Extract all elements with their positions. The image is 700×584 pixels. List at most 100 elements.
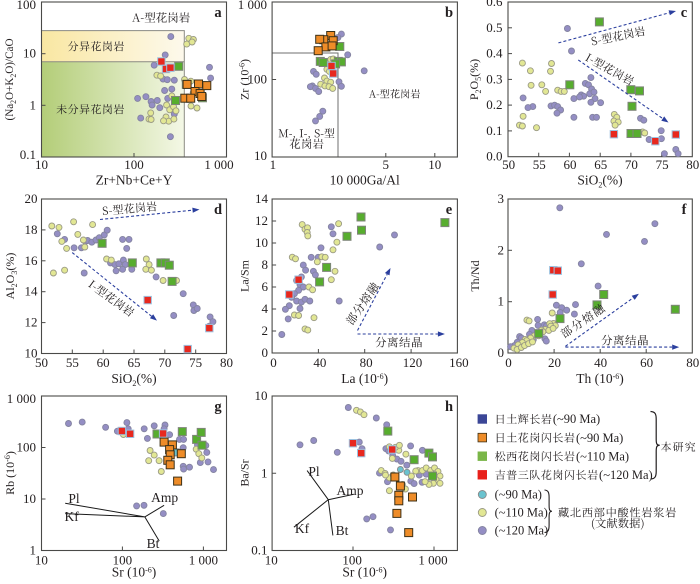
svg-text:(~120 Ma): (~120 Ma) xyxy=(599,468,653,482)
svg-text:8: 8 xyxy=(262,257,269,272)
svg-text:Zr+Nb+Ce+Y: Zr+Nb+Ce+Y xyxy=(96,173,173,188)
svg-text:10: 10 xyxy=(23,46,36,61)
svg-text:(~90 Ma): (~90 Ma) xyxy=(576,431,623,445)
svg-text:10 000Ga/Al: 10 000Ga/Al xyxy=(330,173,400,188)
svg-text:3: 3 xyxy=(498,191,505,206)
svg-text:80: 80 xyxy=(686,355,699,370)
svg-text:0: 0 xyxy=(262,345,269,360)
svg-text:(Na2O+K2O)/CaO: (Na2O+K2O)/CaO xyxy=(4,39,18,121)
svg-text:1: 1 xyxy=(261,465,268,480)
svg-text:1 000: 1 000 xyxy=(204,157,233,172)
svg-text:(~110 Ma): (~110 Ma) xyxy=(495,506,548,520)
svg-text:1 000: 1 000 xyxy=(189,553,218,568)
svg-text:75: 75 xyxy=(189,355,202,370)
svg-text:P2O5(%): P2O5(%) xyxy=(467,59,483,100)
svg-text:f: f xyxy=(682,202,687,218)
svg-text:75: 75 xyxy=(656,157,669,172)
svg-text:h: h xyxy=(445,399,453,415)
svg-text:Amp: Amp xyxy=(337,483,364,498)
svg-text:6: 6 xyxy=(262,279,269,294)
svg-text:65: 65 xyxy=(127,355,140,370)
svg-text:100: 100 xyxy=(17,0,37,12)
svg-text:20: 20 xyxy=(548,355,561,370)
svg-text:Amp: Amp xyxy=(151,490,178,505)
svg-text:Th (10-6): Th (10-6) xyxy=(576,371,624,386)
svg-text:80: 80 xyxy=(220,355,233,370)
svg-text:60: 60 xyxy=(564,157,577,172)
svg-text:12: 12 xyxy=(25,315,38,330)
svg-text:160: 160 xyxy=(449,355,469,370)
svg-text:50: 50 xyxy=(35,355,48,370)
svg-text:Al2O3(%): Al2O3(%) xyxy=(3,253,19,300)
svg-text:16: 16 xyxy=(25,253,39,268)
svg-text:(~90 Ma): (~90 Ma) xyxy=(553,412,600,426)
svg-text:10: 10 xyxy=(23,491,36,506)
svg-text:60: 60 xyxy=(97,355,110,370)
svg-text:La (10-6): La (10-6) xyxy=(341,371,388,386)
svg-text:10: 10 xyxy=(35,553,48,568)
svg-text:80: 80 xyxy=(360,355,373,370)
svg-text:40: 40 xyxy=(313,355,326,370)
svg-text:0.5: 0.5 xyxy=(486,20,502,35)
svg-text:10: 10 xyxy=(35,157,48,172)
svg-text:0.3: 0.3 xyxy=(486,71,502,86)
svg-text:1: 1 xyxy=(30,97,37,112)
svg-text:55: 55 xyxy=(66,355,79,370)
svg-text:1 000: 1 000 xyxy=(7,391,36,406)
svg-text:0: 0 xyxy=(270,355,277,370)
svg-text:0.1: 0.1 xyxy=(486,123,502,138)
svg-text:a: a xyxy=(214,5,222,21)
svg-text:12: 12 xyxy=(255,213,268,228)
svg-text:Pl: Pl xyxy=(68,491,80,506)
svg-text:1: 1 xyxy=(270,157,277,172)
svg-text:55: 55 xyxy=(533,157,546,172)
svg-text:2: 2 xyxy=(498,242,505,257)
svg-text:80: 80 xyxy=(686,157,699,172)
svg-text:1: 1 xyxy=(30,543,37,558)
svg-text:10: 10 xyxy=(428,157,441,172)
svg-text:40: 40 xyxy=(594,355,607,370)
svg-text:SiO2(%): SiO2(%) xyxy=(577,173,622,190)
svg-text:La/Sm: La/Sm xyxy=(238,259,252,292)
svg-text:10: 10 xyxy=(255,388,268,403)
svg-text:Bt: Bt xyxy=(147,536,160,551)
svg-text:b: b xyxy=(445,5,453,21)
svg-text:0.6: 0.6 xyxy=(486,0,503,9)
svg-text:(~110 Ma): (~110 Ma) xyxy=(576,449,629,463)
svg-text:0.2: 0.2 xyxy=(486,97,502,112)
svg-text:20: 20 xyxy=(25,191,38,206)
svg-text:50: 50 xyxy=(502,157,515,172)
svg-text:65: 65 xyxy=(594,157,607,172)
svg-text:c: c xyxy=(681,5,688,21)
svg-text:Pl: Pl xyxy=(308,464,320,479)
svg-text:4: 4 xyxy=(262,301,269,316)
svg-text:100: 100 xyxy=(17,440,37,455)
svg-text:e: e xyxy=(446,202,453,218)
svg-text:0.1: 0.1 xyxy=(251,543,267,558)
svg-text:60: 60 xyxy=(640,355,653,370)
svg-text:70: 70 xyxy=(158,355,171,370)
svg-text:1: 1 xyxy=(498,294,505,309)
svg-text:100: 100 xyxy=(248,72,268,87)
svg-text:2: 2 xyxy=(262,323,269,338)
svg-text:5: 5 xyxy=(383,157,390,172)
svg-text:d: d xyxy=(214,202,222,218)
svg-text:120: 120 xyxy=(403,355,423,370)
svg-text:0.0: 0.0 xyxy=(486,149,502,164)
svg-text:Bt: Bt xyxy=(336,523,349,538)
svg-text:1 000: 1 000 xyxy=(238,0,267,12)
svg-text:14: 14 xyxy=(255,191,269,206)
svg-text:14: 14 xyxy=(25,284,39,299)
svg-text:(~90 Ma): (~90 Ma) xyxy=(495,488,542,502)
svg-text:Kf: Kf xyxy=(295,521,310,536)
svg-text:70: 70 xyxy=(625,157,638,172)
svg-text:10: 10 xyxy=(255,235,268,250)
svg-text:0: 0 xyxy=(498,345,505,360)
svg-text:10: 10 xyxy=(265,553,278,568)
svg-text:1 000: 1 000 xyxy=(418,553,447,568)
svg-text:Ba/Sr: Ba/Sr xyxy=(238,459,252,486)
svg-text:Kf: Kf xyxy=(64,509,79,524)
svg-text:SiO2(%): SiO2(%) xyxy=(111,371,156,388)
svg-text:100: 100 xyxy=(113,553,133,568)
svg-text:18: 18 xyxy=(25,222,38,237)
